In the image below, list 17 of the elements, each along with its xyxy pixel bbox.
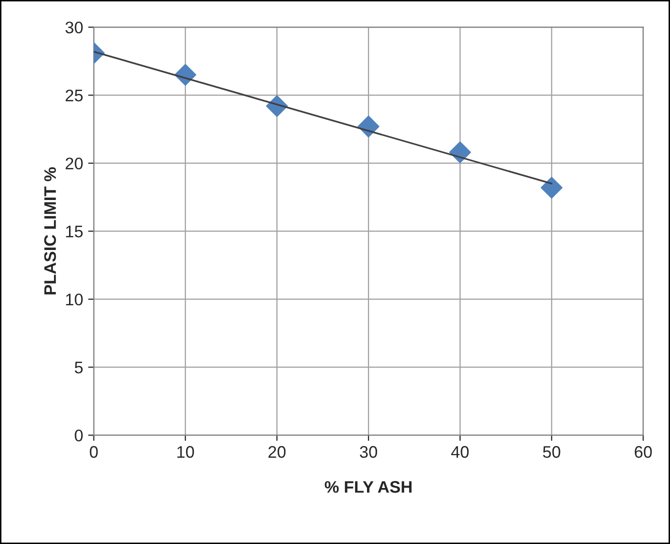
x-tick-label: 40 xyxy=(451,446,469,458)
point xyxy=(540,176,563,199)
x-tick-label: 20 xyxy=(268,446,286,458)
y-tick-label: 20 xyxy=(66,158,83,170)
x-tick-label: 10 xyxy=(177,446,194,458)
x-axis-title: % FLY ASH xyxy=(324,481,412,493)
y-axis-title: PLASIC LIMIT % xyxy=(44,167,56,294)
x-tick-label: 0 xyxy=(90,446,98,458)
y-tick-label: 25 xyxy=(66,90,83,102)
x-tick-label: 50 xyxy=(543,446,560,458)
y-tick-label: 30 xyxy=(65,22,83,34)
x-tick-label: 60 xyxy=(634,446,652,458)
x-tick-label: 30 xyxy=(360,446,378,458)
y-tick-label: 10 xyxy=(66,294,83,306)
y-tick-label: 15 xyxy=(66,226,83,238)
y-tick-label: 0 xyxy=(74,430,83,442)
y-tick-label: 5 xyxy=(74,362,83,374)
